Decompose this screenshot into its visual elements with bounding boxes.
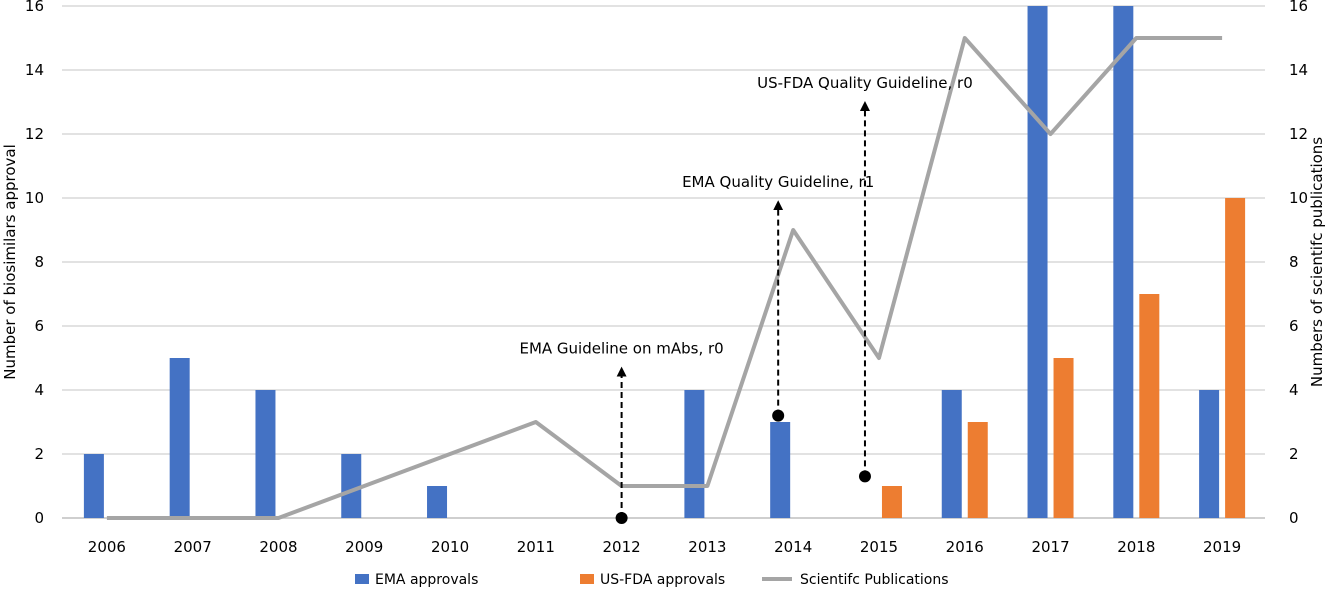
y-tick-label: 14 bbox=[25, 61, 44, 79]
fda-bar bbox=[1053, 358, 1074, 518]
x-tick-label: 2016 bbox=[946, 538, 984, 556]
x-tick-label: 2017 bbox=[1031, 538, 1069, 556]
x-tick-label: 2009 bbox=[345, 538, 383, 556]
y2-tick-label: 0 bbox=[1289, 509, 1299, 527]
y-tick-label: 4 bbox=[34, 381, 44, 399]
ema-bar bbox=[941, 390, 962, 518]
annotation-label: EMA Guideline on mAbs, r0 bbox=[519, 340, 723, 358]
ema-bar bbox=[341, 454, 362, 518]
legend-label: Scientifc Publications bbox=[800, 572, 949, 588]
y2-tick-label: 16 bbox=[1289, 0, 1308, 15]
annotation-dot bbox=[615, 512, 628, 524]
x-tick-label: 2011 bbox=[517, 538, 555, 556]
x-tick-label: 2018 bbox=[1117, 538, 1155, 556]
y2-tick-label: 10 bbox=[1289, 189, 1308, 207]
y-tick-label: 12 bbox=[25, 125, 44, 143]
x-tick-label: 2013 bbox=[688, 538, 726, 556]
y-tick-label: 10 bbox=[25, 189, 44, 207]
y-tick-label: 6 bbox=[34, 317, 44, 335]
ema-bar bbox=[1027, 6, 1048, 518]
ema-bar bbox=[427, 486, 448, 518]
x-tick-label: 2010 bbox=[431, 538, 469, 556]
ema-bar bbox=[1199, 390, 1220, 518]
fda-bar bbox=[1225, 198, 1246, 518]
ema-bar bbox=[255, 390, 276, 518]
fda-bar bbox=[967, 422, 988, 518]
annotation-label: US-FDA Quality Guideline, r0 bbox=[757, 74, 973, 92]
x-tick-label: 2014 bbox=[774, 538, 812, 556]
y2-tick-label: 14 bbox=[1289, 61, 1308, 79]
x-tick-label: 2015 bbox=[860, 538, 898, 556]
publications-line bbox=[106, 36, 1223, 520]
fda-bar bbox=[1139, 294, 1160, 518]
ema-bar bbox=[83, 454, 104, 518]
x-tick-label: 2012 bbox=[603, 538, 641, 556]
y2-tick-label: 2 bbox=[1289, 445, 1299, 463]
legend: EMA approvals US-FDA approvals Scientifc P… bbox=[355, 572, 949, 588]
x-tick-label: 2019 bbox=[1203, 538, 1241, 556]
y-tick-label: 16 bbox=[25, 0, 44, 15]
legend-label: US-FDA approvals bbox=[600, 572, 725, 588]
y-axis-label: Number of biosimilars approval bbox=[1, 144, 19, 379]
y-tick-label: 0 bbox=[34, 509, 44, 527]
y-tick-label: 2 bbox=[34, 445, 44, 463]
annotation-label: EMA Quality Guideline, r1 bbox=[682, 173, 874, 191]
y2-tick-label: 12 bbox=[1289, 125, 1308, 143]
legend-label: EMA approvals bbox=[375, 572, 478, 588]
annotation-dot bbox=[772, 409, 785, 422]
fda-bar bbox=[881, 486, 902, 518]
y2-tick-label: 6 bbox=[1289, 317, 1299, 335]
y2-tick-label: 4 bbox=[1289, 381, 1299, 399]
y-tick-label: 8 bbox=[34, 253, 44, 271]
ema-bar bbox=[1113, 6, 1134, 518]
legend-swatch bbox=[355, 574, 369, 584]
y2-axis-label: Numbers of scientifc publications bbox=[1308, 137, 1326, 387]
x-tick-label: 2007 bbox=[174, 538, 212, 556]
x-tick-label: 2006 bbox=[88, 538, 126, 556]
annotation-dot bbox=[858, 470, 871, 483]
x-tick-label: 2008 bbox=[259, 538, 297, 556]
ema-bar bbox=[770, 422, 791, 518]
y2-tick-label: 8 bbox=[1289, 253, 1299, 271]
ema-bar bbox=[169, 358, 190, 518]
ema-bar bbox=[684, 390, 705, 518]
legend-swatch bbox=[580, 574, 594, 584]
